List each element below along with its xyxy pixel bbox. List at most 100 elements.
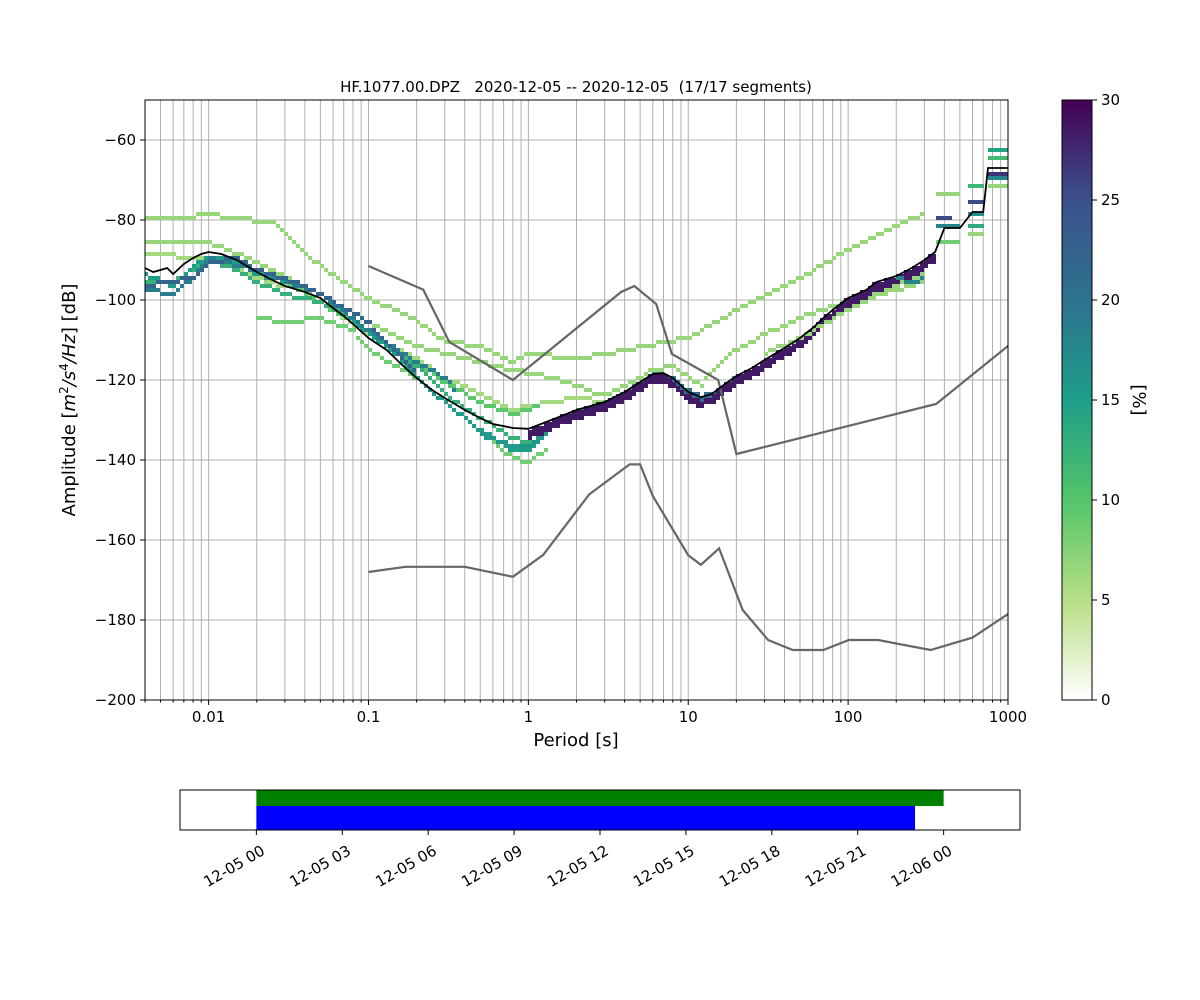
heatmap-cell (152, 240, 156, 244)
heatmap-cell (512, 436, 516, 440)
heatmap-cell (620, 384, 624, 388)
heatmap-cell (900, 220, 904, 224)
heatmap-cell (176, 256, 180, 260)
heatmap-cell (776, 328, 780, 332)
heatmap-cell (584, 396, 588, 400)
heatmap-cell (712, 400, 716, 404)
heatmap-cell (508, 448, 512, 452)
heatmap-cell (292, 280, 296, 284)
heatmap-cell (145, 216, 148, 220)
heatmap-cell (180, 284, 184, 288)
heatmap-cell (516, 436, 520, 440)
heatmap-cell (564, 420, 568, 424)
heatmap-cell (816, 264, 820, 268)
heatmap-cell (200, 268, 204, 272)
heatmap-cell (228, 264, 232, 268)
heatmap-cell (200, 260, 204, 264)
heatmap-cell (384, 328, 388, 332)
heatmap-cell (900, 280, 904, 284)
heatmap-cell (192, 276, 196, 280)
heatmap-cell (332, 308, 336, 312)
heatmap-cell (616, 388, 620, 392)
heatmap-cell (476, 428, 480, 432)
heatmap-cell (700, 328, 704, 332)
heatmap-cell (460, 388, 464, 392)
heatmap-cell (780, 356, 784, 360)
heatmap-cell (776, 288, 780, 292)
heatmap-cell (468, 420, 472, 424)
heatmap-cell (256, 280, 260, 284)
heatmap-cell (924, 264, 928, 268)
heatmap-cell (536, 452, 540, 456)
heatmap-cell (784, 352, 788, 356)
heatmap-cell (536, 372, 540, 376)
heatmap-cell (528, 404, 532, 408)
heatmap-cell (400, 348, 404, 352)
heatmap-cell (145, 280, 148, 284)
heatmap-cell (160, 240, 164, 244)
heatmap-cell (464, 356, 468, 360)
heatmap-cell (300, 248, 304, 252)
heatmap-cell (176, 216, 180, 220)
heatmap-cell (980, 224, 984, 228)
heatmap-cell (596, 392, 600, 396)
heatmap-cell (468, 396, 472, 400)
heatmap-cell (972, 232, 976, 236)
heatmap-cell (584, 412, 588, 416)
heatmap-cell (148, 280, 152, 284)
heatmap-cell (200, 212, 204, 216)
heatmap-cell (724, 388, 728, 392)
heatmap-cell (524, 448, 528, 452)
heatmap-cell (156, 280, 160, 284)
heatmap-cell (952, 240, 956, 244)
heatmap-cell (356, 320, 360, 324)
heatmap-cell (940, 192, 944, 196)
heatmap-cell (812, 332, 816, 336)
heatmap-cell (844, 308, 848, 312)
heatmap-cell (616, 348, 620, 352)
heatmap-cell (536, 426, 540, 430)
heatmap-cell (352, 328, 356, 332)
heatmap-cell (640, 344, 644, 348)
heatmap-cell (660, 380, 664, 384)
heatmap-cell (604, 408, 608, 412)
heatmap-cell (848, 248, 852, 252)
heatmap-cell (412, 360, 416, 364)
heatmap-cell (688, 400, 692, 404)
heatmap-cell (336, 312, 340, 316)
timeline-tick-label: 12-05 09 (458, 842, 525, 891)
heatmap-cell (152, 280, 156, 284)
heatmap-cell (740, 304, 744, 308)
heatmap-cell (788, 320, 792, 324)
heatmap-cell (552, 400, 556, 404)
heatmap-cell (528, 440, 532, 444)
y-tick-label: −80 (104, 211, 136, 229)
heatmap-cell (328, 308, 332, 312)
heatmap-cell (492, 436, 496, 440)
heatmap-cell (972, 184, 976, 188)
heatmap-cell (160, 216, 164, 220)
heatmap-cell (468, 344, 472, 348)
heatmap-cell (604, 352, 608, 356)
heatmap-cell (560, 380, 564, 384)
heatmap-cell (276, 272, 280, 276)
heatmap-cell (468, 356, 472, 360)
heatmap-cell (848, 308, 852, 312)
heatmap-cell (256, 268, 260, 272)
mean-curve (145, 167, 1008, 430)
heatmap-cell (324, 296, 328, 300)
heatmap-cell (504, 444, 508, 448)
heatmap-cell (380, 304, 384, 308)
heatmap-cell (272, 288, 276, 292)
heatmap-cell (416, 360, 420, 364)
colorbar-gradient (1061, 99, 1093, 701)
heatmap-cell (948, 240, 952, 244)
heatmap-cell (420, 360, 424, 364)
heatmap-cell (145, 284, 148, 288)
heatmap-cell (744, 304, 748, 308)
heatmap-cell (884, 284, 888, 288)
heatmap-cell (408, 356, 412, 360)
heatmap-cell (936, 240, 940, 244)
heatmap-cell (348, 328, 352, 332)
heatmap-cell (520, 404, 524, 408)
